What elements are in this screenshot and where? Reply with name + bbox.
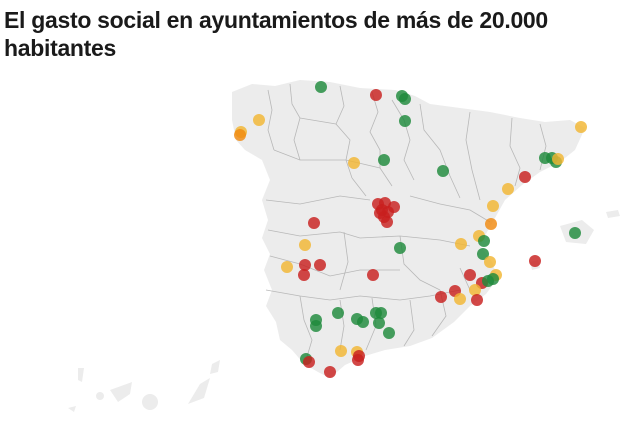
map-point-red[interactable] (314, 259, 326, 271)
map-point-yellow[interactable] (552, 153, 564, 165)
map-point-green[interactable] (399, 93, 411, 105)
canary-lapalma (78, 368, 84, 382)
map-point-red[interactable] (308, 217, 320, 229)
map-point-green[interactable] (487, 273, 499, 285)
map-point-green[interactable] (394, 242, 406, 254)
canary-grancanaria (142, 394, 158, 410)
canary-gomera (96, 392, 104, 400)
map-point-yellow[interactable] (253, 114, 265, 126)
map-point-green[interactable] (375, 307, 387, 319)
map-point-yellow[interactable] (484, 256, 496, 268)
map-point-yellow[interactable] (455, 238, 467, 250)
map-point-green[interactable] (383, 327, 395, 339)
map-point-green[interactable] (373, 317, 385, 329)
map-point-yellow[interactable] (335, 345, 347, 357)
map-point-red[interactable] (519, 171, 531, 183)
map-point-green[interactable] (332, 307, 344, 319)
map-point-green[interactable] (315, 81, 327, 93)
map-point-green[interactable] (477, 248, 489, 260)
canary-tenerife (110, 382, 132, 402)
map-point-red[interactable] (367, 269, 379, 281)
map-point-green[interactable] (399, 115, 411, 127)
canary-fuerteventura (188, 378, 210, 404)
map-point-yellow[interactable] (469, 284, 481, 296)
map-point-red[interactable] (464, 269, 476, 281)
map-point-yellow[interactable] (281, 261, 293, 273)
map-point-yellow[interactable] (299, 239, 311, 251)
map-point-red[interactable] (381, 216, 393, 228)
map-point-yellow[interactable] (575, 121, 587, 133)
map-point-red[interactable] (299, 259, 311, 271)
map-point-green[interactable] (478, 235, 490, 247)
map-title: El gasto social en ayuntamientos de más … (4, 7, 548, 61)
map-point-red[interactable] (529, 255, 541, 267)
map-point-green[interactable] (569, 227, 581, 239)
province-borders (265, 83, 547, 361)
map-point-red[interactable] (303, 356, 315, 368)
map-point-green[interactable] (357, 316, 369, 328)
data-points (234, 81, 587, 378)
map-point-red[interactable] (324, 366, 336, 378)
map-point-yellow[interactable] (348, 157, 360, 169)
map-point-green[interactable] (310, 320, 322, 332)
map-point-red[interactable] (298, 269, 310, 281)
land-layer (68, 80, 620, 412)
map-point-red[interactable] (352, 354, 364, 366)
map-point-red[interactable] (435, 291, 447, 303)
map-point-green[interactable] (378, 154, 390, 166)
map-point-orange[interactable] (485, 218, 497, 230)
map-point-red[interactable] (370, 89, 382, 101)
canary-lanzarote (210, 360, 220, 374)
map-point-red[interactable] (471, 294, 483, 306)
map-point-orange[interactable] (234, 129, 246, 141)
map-point-red[interactable] (374, 207, 386, 219)
map-point-yellow[interactable] (454, 293, 466, 305)
peninsula-shape (232, 80, 585, 378)
map-point-green[interactable] (437, 165, 449, 177)
canary-hierro (68, 406, 76, 412)
map-point-yellow[interactable] (502, 183, 514, 195)
menorca-shape (606, 210, 620, 218)
map-point-yellow[interactable] (487, 200, 499, 212)
map-point-red[interactable] (388, 201, 400, 213)
